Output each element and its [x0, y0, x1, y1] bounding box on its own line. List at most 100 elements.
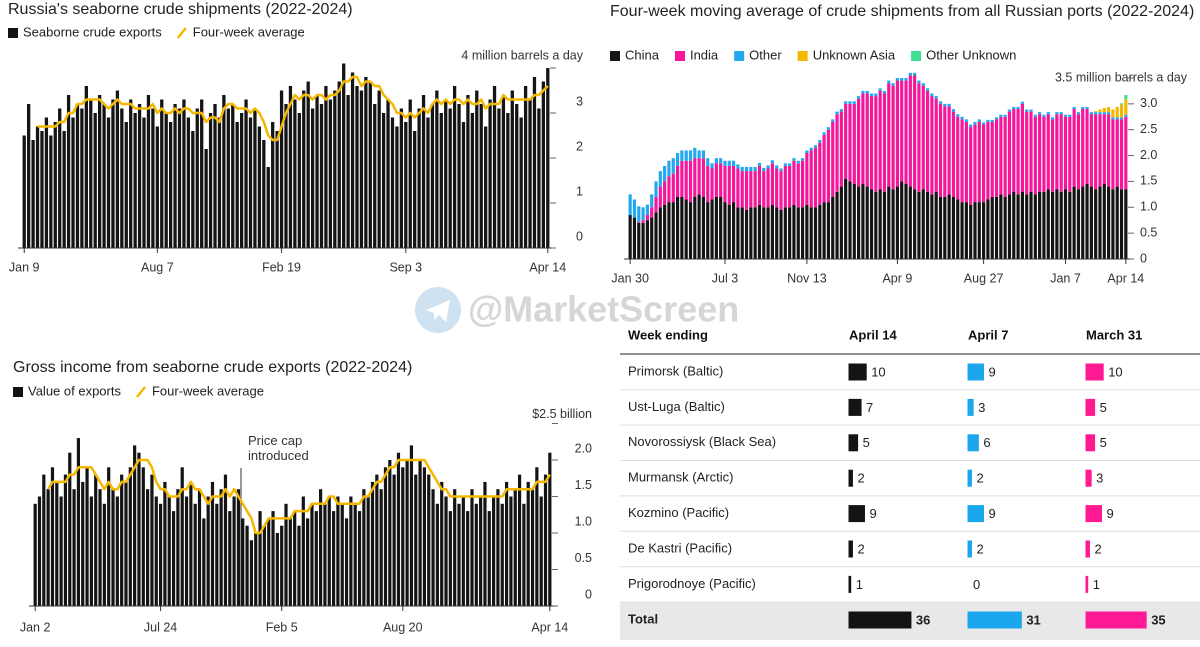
bar — [342, 63, 346, 248]
bar-segment — [1025, 194, 1029, 259]
bar-segment — [766, 168, 770, 208]
bar — [284, 104, 288, 248]
bar — [370, 481, 375, 606]
bar-segment — [1068, 116, 1072, 192]
bar-segment — [925, 90, 930, 192]
bar — [142, 117, 146, 248]
bar — [266, 167, 270, 248]
table-bar — [1085, 505, 1102, 523]
bar-segment — [1042, 116, 1046, 192]
bar — [42, 474, 46, 606]
bar-segment — [1107, 112, 1111, 115]
bar-segment — [938, 101, 943, 104]
y-tick-label: 1.0 — [575, 514, 592, 528]
bar-segment — [697, 150, 701, 159]
bar — [241, 518, 245, 606]
bar — [150, 474, 154, 606]
bar — [163, 481, 167, 606]
bar-segment — [999, 114, 1003, 117]
bar-segment — [1094, 111, 1098, 113]
bar — [422, 467, 427, 606]
bar — [364, 77, 368, 248]
bar — [523, 86, 528, 248]
bar-segment — [1046, 189, 1050, 259]
table-value: 10 — [1108, 364, 1122, 379]
bar — [111, 489, 115, 606]
bar — [222, 95, 226, 248]
bar-segment — [775, 165, 779, 169]
bar — [337, 81, 341, 248]
row-label: De Kastri (Pacific) — [628, 540, 732, 555]
bar — [310, 503, 314, 606]
bar — [448, 108, 452, 248]
bar — [210, 481, 215, 606]
bar-segment — [762, 167, 766, 172]
row-label: Total — [628, 611, 658, 626]
table-bar — [848, 398, 862, 416]
bar — [492, 86, 497, 248]
bar-segment — [1029, 109, 1033, 112]
bar — [217, 117, 222, 248]
bar-segment — [1029, 191, 1033, 259]
y-tick-label: 0 — [1140, 251, 1147, 265]
bar — [58, 108, 62, 248]
bar — [327, 496, 331, 606]
bar — [319, 489, 323, 606]
bar-segment — [701, 196, 706, 259]
bar-segment — [865, 93, 869, 187]
bar-segment — [878, 189, 882, 259]
bar-segment — [1089, 114, 1093, 187]
bar-segment — [723, 165, 727, 203]
bar — [435, 90, 439, 248]
bar-segment — [934, 98, 938, 192]
bar-segment — [1076, 112, 1081, 115]
bar-segment — [809, 150, 813, 208]
table-bar — [967, 540, 972, 558]
bar-segment — [788, 163, 792, 166]
bar-segment — [943, 196, 947, 259]
bar — [333, 90, 337, 248]
bar-segment — [917, 191, 921, 259]
bar-segment — [1025, 109, 1029, 112]
bar — [288, 86, 293, 248]
bar-segment — [757, 162, 762, 166]
bar-segment — [973, 124, 977, 203]
bar-segment — [732, 202, 736, 259]
bar — [413, 131, 417, 248]
bar-segment — [684, 199, 688, 259]
bar-segment — [822, 132, 826, 135]
chart-title: Russia's seaborne crude shipments (2022-… — [8, 1, 353, 18]
bar-segment — [693, 158, 697, 197]
table-header: Week ending — [628, 327, 708, 342]
bar — [418, 460, 422, 606]
bar-segment — [1119, 119, 1124, 190]
bar — [81, 481, 85, 606]
bar-segment — [869, 189, 874, 259]
bar-segment — [1124, 189, 1128, 259]
legend-label: Four-week average — [193, 24, 305, 39]
bar — [35, 126, 40, 248]
bar-segment — [792, 204, 796, 259]
bar-segment — [865, 90, 869, 94]
bar — [223, 474, 228, 606]
bar — [453, 489, 457, 606]
bar-segment — [645, 220, 649, 259]
bar-segment — [813, 207, 818, 259]
bar-segment — [1007, 109, 1012, 112]
bar-segment — [792, 158, 796, 161]
bar-segment — [805, 152, 809, 205]
row-label: Ust-Luga (Baltic) — [628, 399, 725, 414]
bar — [98, 95, 102, 248]
bar — [532, 77, 537, 248]
table-value: 9 — [869, 506, 876, 521]
bar — [40, 131, 44, 248]
bar-segment — [826, 127, 831, 130]
bar — [80, 108, 84, 248]
bar-segment — [857, 96, 861, 99]
legend-label: Seaborne crude exports — [23, 24, 162, 39]
bar-segment — [1016, 106, 1020, 110]
bar — [310, 108, 315, 248]
table-value: 31 — [1026, 612, 1040, 627]
x-tick-label: Aug 7 — [141, 260, 174, 274]
bar — [470, 489, 474, 606]
